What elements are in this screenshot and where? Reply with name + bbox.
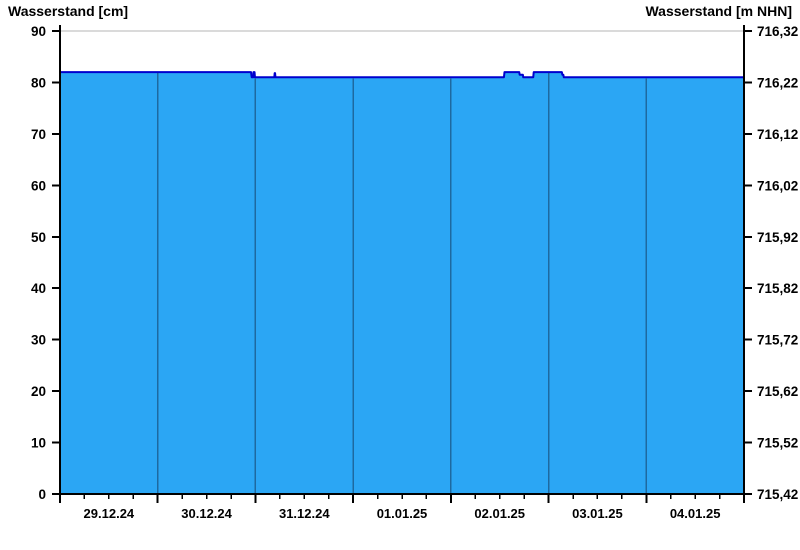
y-right-tick-label: 716,12	[757, 127, 798, 142]
y-right-tick-label: 716,02	[757, 178, 798, 193]
x-day-label: 31.12.24	[279, 506, 330, 521]
x-day-label: 01.01.25	[377, 506, 428, 521]
y-left-tick-label: 90	[31, 24, 46, 39]
y-left-tick-label: 20	[31, 384, 46, 399]
y-right-tick-label: 716,32	[757, 24, 798, 39]
x-axis-ticks	[59, 494, 745, 503]
y-left-tick-label: 60	[31, 178, 46, 193]
water-level-area	[60, 72, 744, 493]
y-axis-right-ticks: 715,42 715,52 715,62 715,72 715,82 715,92 716,…	[744, 24, 798, 502]
y-right-tick-label: 715,92	[757, 230, 798, 245]
y-right-tick-label: 715,72	[757, 333, 798, 348]
y-left-tick-label: 0	[38, 487, 46, 502]
day-separator-lines	[156, 73, 648, 493]
y-right-tick-label: 715,42	[757, 487, 798, 502]
x-day-label: 29.12.24	[84, 506, 135, 521]
left-axis-title: Wasserstand [cm]	[8, 3, 129, 19]
y-left-tick-label: 10	[31, 436, 46, 451]
y-left-tick-label: 50	[31, 230, 46, 245]
series-line	[60, 71, 744, 79]
y-right-tick-label: 716,22	[757, 75, 798, 90]
y-left-tick-label: 40	[31, 281, 46, 296]
right-axis-title: Wasserstand [m NHN]	[645, 3, 792, 19]
plot-frame	[52, 25, 745, 503]
y-axis-left-ticks: 0 10 20 30 40 50 60 70 80 90	[31, 24, 60, 502]
x-day-label: 30.12.24	[181, 506, 232, 521]
x-axis-labels: 29.12.24 30.12.24 31.12.24 01.01.25 02.01.25…	[84, 506, 721, 521]
series-area-fill	[60, 72, 744, 493]
y-left-tick-label: 80	[31, 75, 46, 90]
water-level-line	[60, 71, 744, 79]
x-day-label: 04.01.25	[670, 506, 721, 521]
y-right-tick-label: 715,62	[757, 384, 798, 399]
y-right-tick-label: 715,52	[757, 436, 798, 451]
y-left-tick-label: 30	[31, 333, 46, 348]
x-day-label: 03.01.25	[572, 506, 623, 521]
x-day-label: 02.01.25	[474, 506, 525, 521]
y-right-tick-label: 715,82	[757, 281, 798, 296]
y-left-tick-label: 70	[31, 127, 46, 142]
